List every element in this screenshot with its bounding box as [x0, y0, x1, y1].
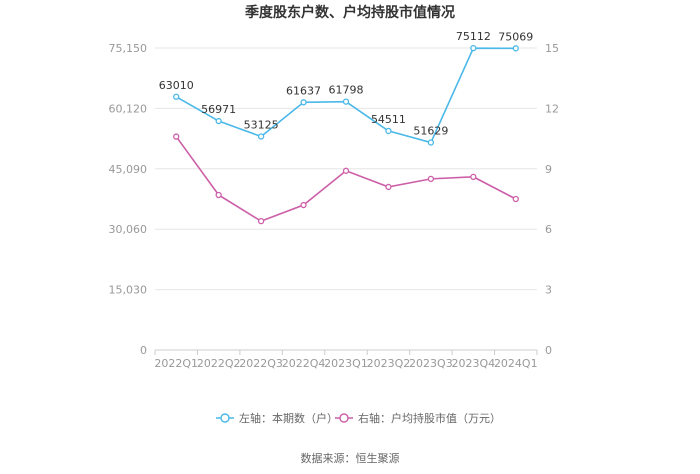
series-2-point	[470, 173, 477, 181]
series-2-point	[427, 175, 435, 183]
series-2-point	[173, 133, 180, 140]
data-label: 75069	[498, 30, 533, 43]
right-axis-tick-label: 3	[545, 284, 552, 297]
data-label: 63010	[159, 79, 194, 92]
legend-marker-icon	[339, 413, 349, 423]
series-1-point	[173, 93, 180, 100]
series-2-point	[342, 167, 350, 174]
legend-item-2[interactable]: 右轴：户均持股市值（万元）	[335, 411, 501, 425]
x-axis-tick-label: 2023Q3	[409, 357, 453, 370]
series-1-point	[385, 127, 392, 135]
series-1-point	[470, 45, 477, 52]
x-axis-tick-label: 2023Q2	[367, 357, 411, 370]
right-axis-tick-label: 6	[545, 223, 552, 236]
x-axis-tick-label: 2022Q2	[197, 357, 241, 370]
chart-title: 季度股东户数、户均持股市值情况	[244, 4, 455, 21]
series-2-point	[300, 201, 307, 209]
left-axis-tick-label: 0	[140, 344, 147, 357]
left-axis-tick-label: 60,120	[109, 102, 148, 115]
series-1-point	[342, 98, 350, 105]
series-1-point	[215, 117, 222, 125]
data-label: 56971	[201, 103, 236, 116]
left-axis-tick-label: 15,030	[109, 284, 148, 297]
data-label: 61637	[286, 84, 321, 97]
data-label: 51629	[413, 125, 448, 138]
x-axis-tick-label: 2024Q1	[494, 357, 538, 370]
x-axis-tick-label: 2022Q3	[239, 357, 283, 370]
series-line-2	[175, 136, 517, 223]
right-axis-tick-label: 15	[545, 42, 559, 55]
legend-label: 右轴：户均持股市值（万元）	[358, 411, 501, 425]
left-axis-tick-label: 30,060	[109, 223, 148, 236]
series-2-point	[512, 195, 519, 203]
left-axis-tick-label: 75,150	[109, 42, 148, 55]
data-source: 数据来源：恒生聚源	[301, 451, 400, 465]
series	[173, 45, 519, 225]
x-axis-tick-label: 2023Q1	[324, 357, 368, 370]
data-label: 53125	[244, 119, 279, 132]
data-label: 75112	[456, 30, 491, 43]
x-axis-tick-label: 2022Q4	[282, 357, 326, 370]
x-axis-tick-label: 2023Q4	[452, 357, 496, 370]
data-label: 61798	[329, 84, 364, 97]
legend-marker-icon	[220, 413, 230, 423]
x-axis-tick-label: 2022Q1	[154, 357, 198, 370]
legend-item-1[interactable]: 左轴：本期数（户）	[216, 411, 338, 425]
series-1-point	[257, 133, 265, 140]
right-axis-tick-label: 9	[545, 163, 552, 176]
series-1-point	[427, 139, 435, 146]
right-axis-tick-label: 0	[545, 344, 552, 357]
series-2-point	[215, 191, 222, 199]
series-2-point	[385, 183, 392, 191]
legend-label: 左轴：本期数（户）	[239, 411, 338, 425]
data-labels: 63010 56971 53125 61637 61798 54511 51629 75112…	[159, 30, 534, 137]
axes: 0 0 15,030 3 30,060 6 45,090 9 60,120 12 75,150 15 2…	[109, 42, 560, 370]
series-1-point	[300, 99, 307, 106]
right-axis-tick-label: 12	[545, 102, 559, 115]
data-label: 54511	[371, 113, 406, 126]
legend[interactable]: 左轴：本期数（户） 右轴：户均持股市值（万元）	[216, 411, 501, 425]
left-axis-tick-label: 45,090	[109, 163, 148, 176]
series-1-point	[512, 45, 519, 52]
series-2-point	[257, 217, 265, 225]
